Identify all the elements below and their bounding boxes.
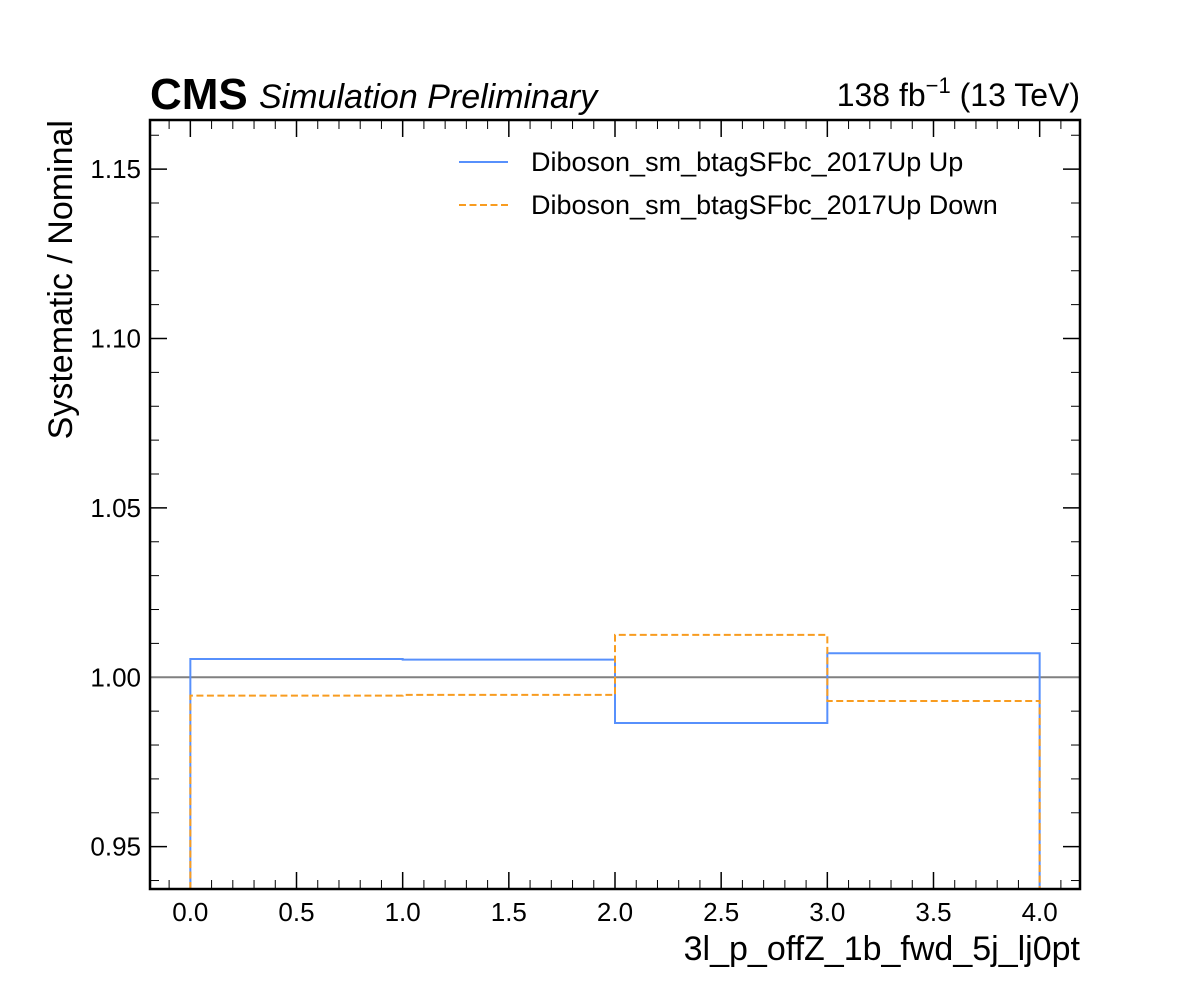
lumi-label: 138 fb−1 (13 TeV): [837, 73, 1080, 113]
series-layer: [150, 633, 1080, 889]
y-tick-label: 1.00: [90, 662, 141, 692]
x-axis-label: 3l_p_offZ_1b_fwd_5j_lj0pt: [684, 930, 1081, 968]
x-tick-label: 4.0: [1022, 897, 1058, 927]
legend: Diboson_sm_btagSFbc_2017Up Up Diboson_sm_…: [459, 147, 998, 220]
axis-ticks: [150, 120, 1080, 889]
legend-label: Diboson_sm_btagSFbc_2017Up Down: [531, 190, 998, 220]
status-label: Simulation Preliminary: [259, 78, 599, 116]
y-tick-label: 1.15: [90, 154, 141, 184]
lumi-value: 138 fb: [837, 77, 926, 113]
y-tick-label: 1.05: [90, 493, 141, 523]
energy-label: (13 TeV): [951, 77, 1080, 113]
x-tick-label: 1.5: [491, 897, 527, 927]
legend-label: Diboson_sm_btagSFbc_2017Up Up: [531, 147, 963, 177]
x-tick-label: 0.5: [278, 897, 314, 927]
tick-labels: 0.0 0.5 1.0 1.5 2.0 2.5 3.0 3.5 4.0 0.95 1.00 1.05 1…: [90, 154, 1057, 927]
y-axis-label: Systematic / Nominal: [42, 120, 80, 439]
y-tick-label: 1.10: [90, 324, 141, 354]
x-tick-label: 0.0: [172, 897, 208, 927]
x-tick-label: 2.5: [703, 897, 739, 927]
x-tick-label: 2.0: [597, 897, 633, 927]
plot-frame: [148, 118, 1082, 891]
series-line-down: [189, 633, 1041, 889]
x-tick-label: 3.0: [809, 897, 845, 927]
y-tick-label: 0.95: [90, 832, 141, 862]
lumi-exponent: −1: [926, 73, 951, 98]
x-tick-label: 1.0: [385, 897, 421, 927]
experiment-label: CMS: [150, 70, 248, 119]
x-tick-label: 3.5: [915, 897, 951, 927]
